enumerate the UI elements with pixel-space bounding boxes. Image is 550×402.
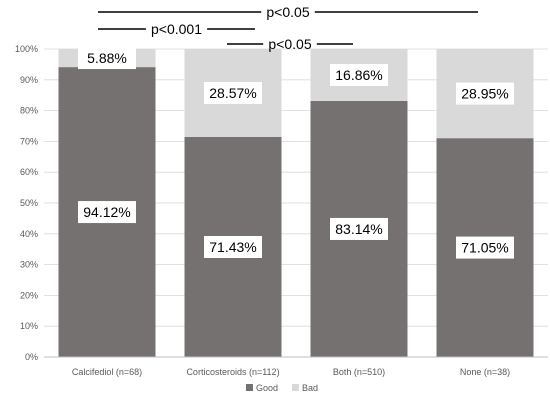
data-label: 71.43% (209, 239, 256, 255)
y-tick-label: 40% (20, 229, 38, 239)
x-axis: Calcifediol (n=68) Corticosteroids (n=112… (44, 356, 548, 377)
data-label: 5.88% (87, 50, 127, 66)
legend-label: Bad (302, 383, 318, 393)
x-category-label: Calcifediol (n=68) (72, 367, 142, 377)
data-labels: 94.12% 5.88% 71.43% 28.57% 83.14% 16.86% 71.05… (78, 47, 514, 259)
annotation-text: p<0.05 (266, 4, 309, 20)
data-label: 28.95% (461, 86, 508, 102)
y-tick-label: 50% (20, 198, 38, 208)
y-tick-label: 80% (20, 106, 38, 116)
y-tick-label: 10% (20, 321, 38, 331)
x-category-label: Both (n=510) (333, 367, 385, 377)
legend: Good Bad (246, 383, 318, 393)
y-tick-label: 20% (20, 290, 38, 300)
data-label-box (78, 201, 136, 224)
y-tick-label: 70% (20, 136, 38, 146)
legend-swatch-good (246, 384, 253, 391)
data-label-box (456, 82, 514, 105)
legend-label: Good (256, 383, 278, 393)
x-category-label: Corticosteroids (n=112) (186, 367, 279, 377)
data-label: 94.12% (83, 204, 130, 220)
annotation-text: p<0.001 (151, 21, 202, 37)
data-label-box (78, 47, 136, 70)
y-tick-label: 90% (20, 75, 38, 85)
data-label: 83.14% (335, 221, 382, 237)
data-label: 16.86% (335, 67, 382, 83)
annotation-text: p<0.05 (268, 36, 311, 52)
data-label-box (330, 63, 388, 86)
significance-annotations: p<0.05 p<0.001 p<0.05 (98, 4, 478, 52)
data-label-box (456, 236, 514, 259)
legend-swatch-bad (292, 384, 299, 391)
y-tick-label: 0% (25, 352, 38, 362)
y-axis: 0% 10% 20% 30% 40% 50% 60% 70% 80% 90% 100% (15, 44, 38, 362)
data-label-box (204, 81, 262, 104)
x-category-label: None (n=38) (460, 367, 510, 377)
y-tick-label: 60% (20, 167, 38, 177)
data-label-box (204, 235, 262, 258)
data-label: 28.57% (209, 85, 256, 101)
data-label-box (330, 217, 388, 240)
y-tick-label: 100% (15, 44, 38, 54)
data-label: 71.05% (461, 240, 508, 256)
y-tick-label: 30% (20, 260, 38, 270)
